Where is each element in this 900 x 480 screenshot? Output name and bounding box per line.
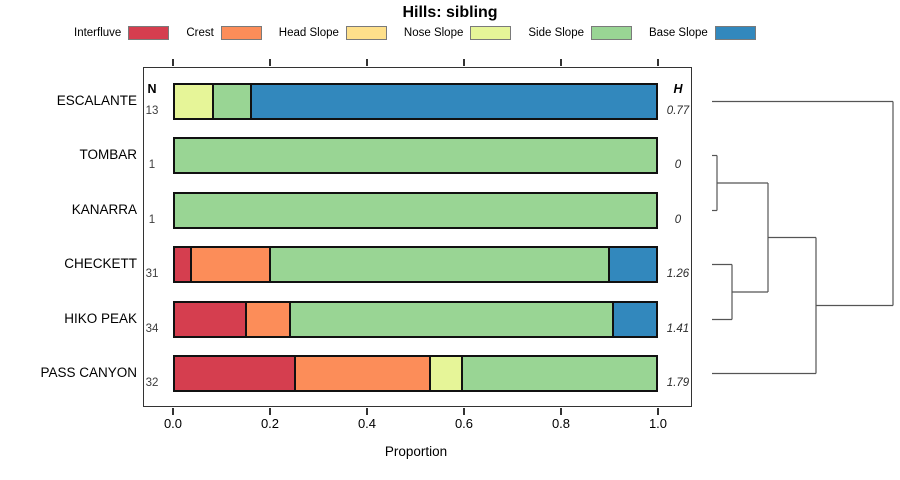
legend-label: Interfluve — [74, 27, 122, 39]
n-value-checkett: 31 — [145, 268, 159, 280]
h-value-pass-canyon: 1.79 — [666, 377, 690, 389]
legend-label: Crest — [186, 27, 214, 39]
n-value-hiko-peak: 34 — [145, 323, 159, 335]
legend-label: Base Slope — [649, 27, 708, 39]
legend-swatch-base-slope — [714, 26, 756, 40]
row-label-pass-canyon: PASS CANYON — [40, 365, 137, 380]
h-value-tombar: 0 — [674, 159, 682, 171]
bar-segment-side-slope — [211, 85, 251, 118]
bar-segment-interfluve — [175, 357, 294, 390]
x-tick-bottom — [172, 407, 174, 415]
x-tick-label: 1.0 — [648, 416, 668, 431]
x-tick-bottom — [269, 407, 271, 415]
legend: Interfluve Crest Head Slope Nose Slope Side … — [74, 26, 756, 40]
bar-segment-side-slope — [175, 194, 656, 227]
legend-item-nose-slope: Nose Slope — [403, 26, 512, 40]
h-value-checkett: 1.26 — [666, 268, 690, 280]
n-value-pass-canyon: 32 — [145, 377, 159, 389]
bar-segment-base-slope — [607, 248, 656, 281]
legend-swatch-interfluve — [128, 26, 170, 40]
legend-item-base-slope: Base Slope — [649, 26, 756, 40]
bar-segment-side-slope — [175, 139, 656, 172]
x-tick-top — [560, 59, 562, 66]
bar-segment-base-slope — [250, 85, 657, 118]
bar-segment-crest — [190, 248, 269, 281]
n-value-escalante: 13 — [145, 105, 159, 117]
h-value-kanarra: 0 — [674, 214, 682, 226]
legend-label: Side Slope — [528, 27, 584, 39]
stacked-bar-escalante — [173, 83, 658, 120]
h-value-hiko-peak: 1.41 — [666, 323, 690, 335]
row-label-checkett: CHECKETT — [64, 256, 137, 271]
x-tick-label: 0.8 — [551, 416, 571, 431]
legend-label: Head Slope — [278, 27, 339, 39]
bar-segment-side-slope — [288, 303, 612, 336]
legend-swatch-head-slope — [345, 26, 387, 40]
x-tick-top — [366, 59, 368, 66]
row-label-hiko-peak: HIKO PEAK — [64, 311, 137, 326]
legend-label: Nose Slope — [403, 27, 464, 39]
bar-segment-crest — [244, 303, 289, 336]
bar-segment-nose-slope — [429, 357, 462, 390]
bar-segment-side-slope — [268, 248, 608, 281]
row-label-kanarra: KANARRA — [71, 202, 137, 217]
legend-item-crest: Crest — [186, 26, 262, 40]
x-tick-label: 0.6 — [454, 416, 474, 431]
bar-segment-base-slope — [611, 303, 656, 336]
x-tick-label: 0.0 — [163, 416, 183, 431]
n-value-tombar: 1 — [148, 159, 156, 171]
legend-swatch-nose-slope — [470, 26, 512, 40]
row-label-tombar: TOMBAR — [79, 147, 137, 162]
stacked-bar-checkett — [173, 246, 658, 283]
legend-item-interfluve: Interfluve — [74, 26, 170, 40]
legend-item-head-slope: Head Slope — [279, 26, 387, 40]
n-value-kanarra: 1 — [148, 214, 156, 226]
h-column-header: H — [673, 82, 683, 96]
legend-swatch-side-slope — [591, 26, 632, 40]
row-label-escalante: ESCALANTE — [56, 93, 137, 108]
bar-segment-crest — [293, 357, 430, 390]
x-tick-bottom — [463, 407, 465, 415]
x-tick-top — [657, 59, 659, 66]
x-tick-bottom — [657, 407, 659, 415]
x-axis-title: Proportion — [384, 444, 448, 459]
x-tick-bottom — [366, 407, 368, 415]
stacked-bar-kanarra — [173, 192, 658, 229]
stacked-bar-tombar — [173, 137, 658, 174]
legend-swatch-crest — [220, 26, 262, 40]
x-tick-top — [463, 59, 465, 66]
bar-segment-nose-slope — [175, 85, 212, 118]
x-tick-label: 0.4 — [357, 416, 377, 431]
x-tick-label: 0.2 — [260, 416, 280, 431]
x-tick-bottom — [560, 407, 562, 415]
bar-segment-interfluve — [175, 248, 191, 281]
h-value-escalante: 0.77 — [666, 105, 690, 117]
stacked-bar-pass-canyon — [173, 355, 658, 392]
bar-segment-side-slope — [461, 357, 656, 390]
stacked-bar-hiko-peak — [173, 301, 658, 338]
n-column-header: N — [147, 82, 157, 96]
x-tick-top — [269, 59, 271, 66]
plot-border-box — [143, 67, 692, 407]
bar-segment-interfluve — [175, 303, 245, 336]
legend-item-side-slope: Side Slope — [528, 26, 632, 40]
chart-title: Hills: sibling — [402, 4, 498, 21]
x-tick-top — [172, 59, 174, 66]
